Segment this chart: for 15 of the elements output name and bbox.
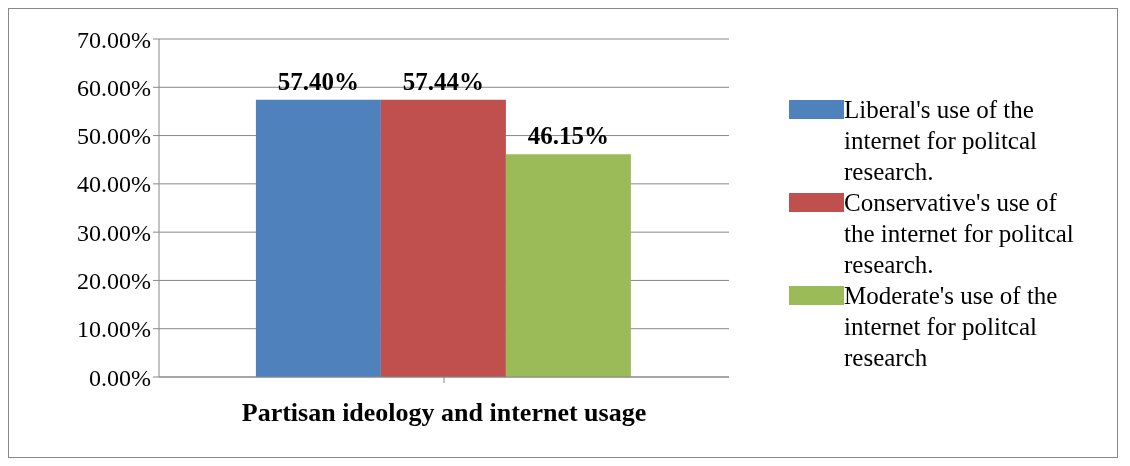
y-tick-label: 60.00%: [77, 74, 151, 101]
x-tick-label: Partisan ideology and internet usage: [241, 398, 647, 428]
y-tick-label: 20.00%: [77, 267, 151, 294]
y-tick-label: 30.00%: [77, 219, 151, 246]
y-tick-label: 70.00%: [77, 26, 151, 53]
data-label: 46.15%: [527, 122, 610, 150]
data-label: 57.44%: [402, 67, 485, 95]
y-tick-label: 40.00%: [77, 171, 151, 198]
legend-label: Conservative's use of the internet for politcal research.: [844, 187, 1075, 280]
legend-label: Moderate's use of the internet for politcal research: [844, 280, 1059, 373]
y-tick-label: 10.00%: [77, 316, 151, 343]
y-tick-label: 0.00%: [89, 364, 151, 391]
data-label: 57.40%: [277, 67, 360, 95]
legend-label: Liberal's use of the internet for politcal research.: [844, 94, 1038, 187]
y-tick-label: 50.00%: [77, 123, 151, 150]
